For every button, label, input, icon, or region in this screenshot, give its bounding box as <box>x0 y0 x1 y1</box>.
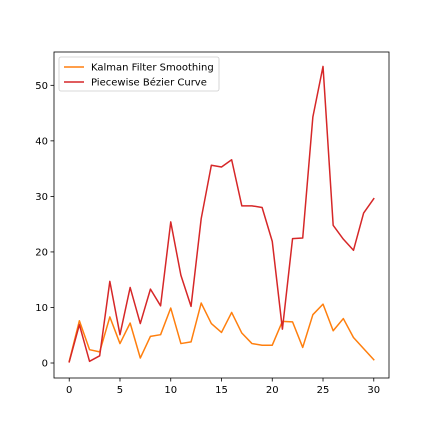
legend-label: Kalman Filter Smoothing <box>91 63 214 74</box>
y-tick-label: 20 <box>35 247 48 258</box>
y-tick-label: 10 <box>35 303 48 314</box>
legend-box <box>58 56 220 92</box>
x-tick-label: 25 <box>317 385 330 396</box>
x-tick-label: 20 <box>266 385 279 396</box>
axes: 0 5 10 15 20 25 30 0 10 20 30 40 50 <box>35 51 390 396</box>
x-tick-label: 5 <box>117 385 123 396</box>
y-tick-label: 0 <box>42 359 48 370</box>
legend-item: Kalman Filter Smoothing <box>64 63 214 74</box>
y-tick-label: 40 <box>35 136 48 147</box>
plot-area <box>68 65 375 363</box>
legend-label: Piecewise Bézier Curve <box>91 77 207 89</box>
x-tick-label: 10 <box>164 385 177 396</box>
series-piecewise-bezier-curve <box>68 65 375 363</box>
legend: Kalman Filter Smoothing Piecewise Bézier … <box>58 56 220 92</box>
x-tick-label: 30 <box>367 385 380 396</box>
x-tick-label: 0 <box>66 385 72 396</box>
x-tick-label: 15 <box>215 385 228 396</box>
y-tick-label: 30 <box>35 192 48 203</box>
y-tick-label: 50 <box>35 81 48 92</box>
legend-item: Piecewise Bézier Curve <box>64 77 207 89</box>
